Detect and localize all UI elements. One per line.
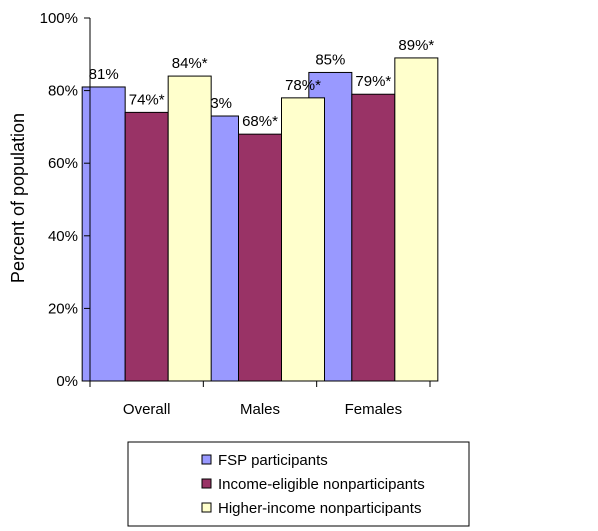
legend: FSP participants Income-eligible nonparti… [127, 441, 470, 527]
y-tick-label: 80% [48, 83, 78, 100]
data-label: 78%* [285, 77, 321, 94]
y-tick-label: 100% [40, 10, 78, 27]
data-label: 68%* [242, 113, 278, 130]
y-tick-label: 40% [48, 228, 78, 245]
x-tick-label: Males [240, 401, 280, 418]
data-label: 74%* [129, 91, 165, 108]
legend-label: Higher-income nonparticipants [218, 500, 421, 517]
bar-females-series-3 [394, 57, 439, 382]
data-label: 79%* [355, 73, 391, 90]
bars-layer: 81%73%85%74%*68%*79%*84%*78%*89%* [81, 37, 439, 382]
bar-overall-series-1 [81, 86, 126, 382]
legend-box [127, 441, 470, 527]
y-tick-label: 20% [48, 300, 78, 317]
data-label: 85% [315, 51, 345, 68]
y-tick-label: 0% [56, 373, 78, 390]
legend-label: FSP participants [218, 452, 328, 469]
legend-label: Income-eligible nonparticipants [218, 476, 425, 493]
bar-males-series-2 [238, 133, 282, 382]
x-tick-label: Overall [123, 401, 171, 418]
axes-layer: 0% 20% 40% 60% 80% 100% Overall Males Females [40, 10, 431, 418]
bar-males-series-3 [281, 97, 325, 382]
data-label: 84%* [172, 55, 208, 72]
bar-overall-series-2 [124, 111, 169, 382]
bar-overall-series-3 [167, 75, 212, 382]
y-axis-title: Percent of population [8, 113, 28, 283]
legend-swatch [201, 454, 212, 465]
legend-swatch [201, 502, 212, 513]
data-label: 81% [89, 66, 119, 83]
legend-swatch [201, 478, 212, 489]
data-label: 89%* [398, 37, 434, 54]
y-tick-label: 60% [48, 155, 78, 172]
x-tick-label: Females [345, 401, 403, 418]
bar-females-series-2 [351, 93, 396, 382]
